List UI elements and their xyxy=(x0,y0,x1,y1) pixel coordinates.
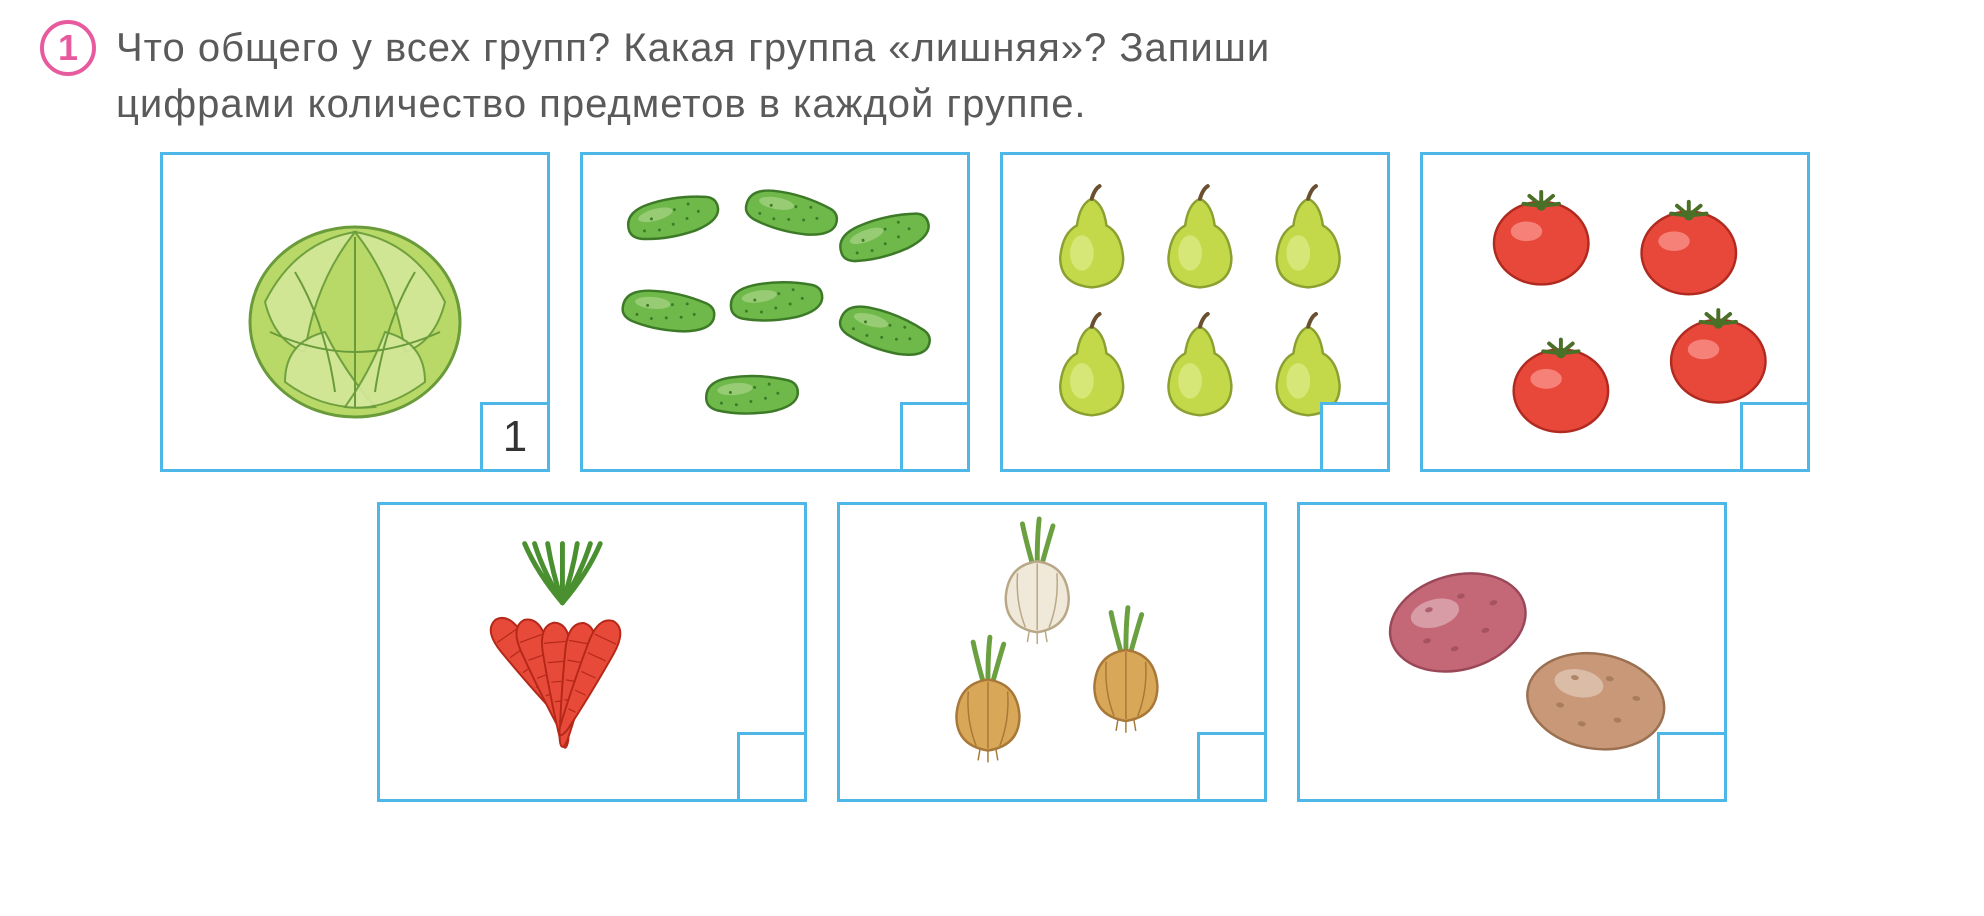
task-number-text: 1 xyxy=(58,27,78,69)
group-card-pears xyxy=(1000,152,1390,472)
answer-box-pears[interactable] xyxy=(1320,402,1390,472)
answer-box-cucumbers[interactable] xyxy=(900,402,970,472)
answer-value: 1 xyxy=(503,412,527,462)
answer-box-potatoes[interactable] xyxy=(1657,732,1727,802)
task-instruction: Что общего у всех групп? Какая группа «л… xyxy=(116,20,1270,132)
task-text-line2: цифрами количество предметов в каждой гр… xyxy=(116,82,1087,126)
group-card-potatoes xyxy=(1297,502,1727,802)
answer-box-carrots[interactable] xyxy=(737,732,807,802)
group-card-tomatoes xyxy=(1420,152,1810,472)
answer-box-onions[interactable] xyxy=(1197,732,1267,802)
groups-row-2 xyxy=(160,502,1944,802)
answer-box-tomatoes[interactable] xyxy=(1740,402,1810,472)
task-text-line1: Что общего у всех групп? Какая группа «л… xyxy=(116,26,1270,70)
group-card-cabbage: 1 xyxy=(160,152,550,472)
group-card-carrots xyxy=(377,502,807,802)
answer-box-cabbage[interactable]: 1 xyxy=(480,402,550,472)
group-card-onions xyxy=(837,502,1267,802)
groups-row-1: 1 xyxy=(160,152,1944,472)
task-number-badge: 1 xyxy=(40,20,96,76)
task-header: 1 Что общего у всех групп? Какая группа … xyxy=(40,20,1944,132)
group-card-cucumbers xyxy=(580,152,970,472)
